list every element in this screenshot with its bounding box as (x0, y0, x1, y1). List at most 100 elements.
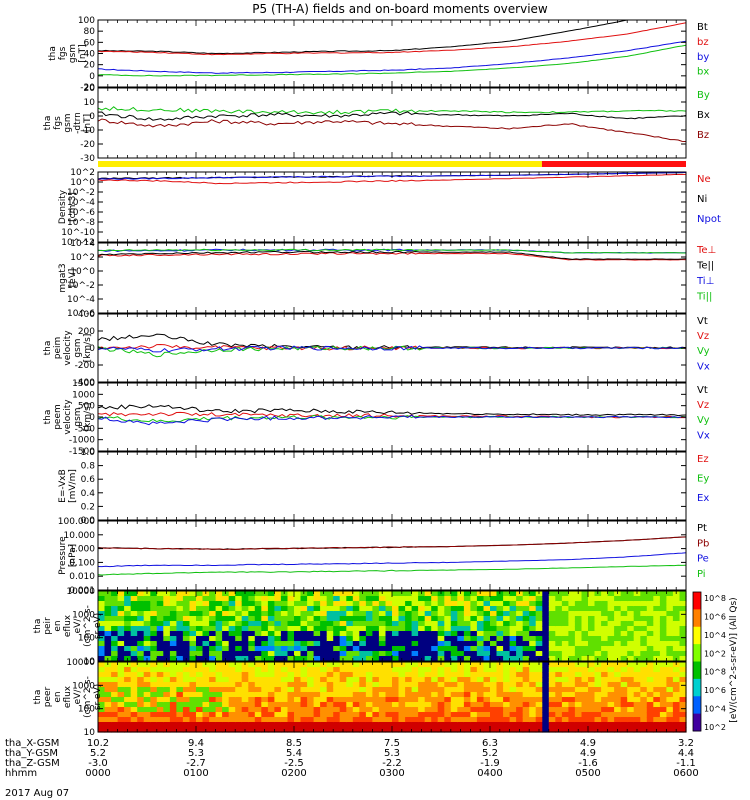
heatmap-cell (280, 682, 288, 688)
heatmap-cell (679, 646, 687, 652)
heatmap-cell (182, 641, 190, 647)
heatmap-cell (490, 596, 498, 602)
heatmap-cell (509, 621, 517, 627)
heatmap-cell (588, 596, 596, 602)
heatmap-cell (568, 641, 576, 647)
heatmap-cell (313, 697, 321, 703)
heatmap-cell (594, 672, 602, 678)
heatmap-cell (372, 707, 380, 713)
heatmap-cell (496, 636, 504, 642)
xaxis-value: -2.7 (186, 758, 206, 769)
heatmap-cell (287, 702, 295, 708)
heatmap-cell (516, 697, 524, 703)
y-tick-label: -20 (80, 83, 95, 93)
heatmap-cell (228, 727, 236, 733)
heatmap-cell (411, 591, 419, 597)
legend-Pi: Pi (697, 569, 706, 580)
heatmap-cell (548, 687, 556, 693)
heatmap-cell (352, 727, 360, 733)
heatmap-cell (574, 712, 582, 718)
heatmap-cell (228, 611, 236, 617)
heatmap-cell (182, 626, 190, 632)
heatmap-cell (378, 636, 386, 642)
heatmap-cell (594, 621, 602, 627)
heatmap-cell (307, 621, 315, 627)
heatmap-cell (143, 651, 151, 657)
heatmap-cell (418, 672, 426, 678)
heatmap-cell (614, 626, 622, 632)
heatmap-cell (529, 682, 537, 688)
heatmap-cell (640, 702, 648, 708)
heatmap-cell (457, 687, 465, 693)
heatmap-cell (280, 667, 288, 673)
heatmap-cell (548, 662, 556, 668)
heatmap-cell (346, 651, 354, 657)
heatmap-cell (476, 677, 484, 683)
y-tick-label: 400 (78, 310, 95, 320)
heatmap-cell (143, 601, 151, 607)
heatmap-cell (228, 626, 236, 632)
colorbar-segment (693, 644, 701, 662)
heatmap-cell (588, 687, 596, 693)
y-axis-label: tha (43, 116, 53, 131)
heatmap-cell (431, 636, 439, 642)
heatmap-cell (627, 606, 635, 612)
heatmap-cell (529, 626, 537, 632)
heatmap-cell (352, 611, 360, 617)
heatmap-cell (326, 656, 334, 662)
heatmap-cell (496, 621, 504, 627)
heatmap-cell (261, 707, 269, 713)
heatmap-cell (601, 717, 609, 723)
heatmap-cell (228, 606, 236, 612)
heatmap-cell (313, 606, 321, 612)
y-tick-label: 0.001 (69, 586, 95, 596)
heatmap-cell (124, 611, 132, 617)
heatmap-cell (385, 616, 393, 622)
heatmap-cell (333, 692, 341, 698)
heatmap-cell (378, 601, 386, 607)
heatmap-cell (646, 722, 654, 728)
heatmap-cell (568, 712, 576, 718)
heatmap-cell (267, 677, 275, 683)
y-tick-label: 1000 (72, 390, 95, 400)
heatmap-cell (646, 672, 654, 678)
heatmap-cell (424, 727, 432, 733)
heatmap-cell (581, 662, 589, 668)
heatmap-cell (672, 596, 680, 602)
y-tick-label: 500 (78, 402, 95, 412)
heatmap-cell (444, 697, 452, 703)
heatmap-cell (535, 621, 543, 627)
heatmap-cell (627, 712, 635, 718)
xaxis-value: -1.6 (578, 758, 598, 769)
heatmap-cell (653, 636, 661, 642)
heatmap-cell (561, 687, 569, 693)
heatmap-cell (313, 712, 321, 718)
heatmap-cell (169, 707, 177, 713)
heatmap-cell (542, 727, 550, 733)
heatmap-cell (679, 656, 687, 662)
heatmap-cell (535, 616, 543, 622)
heatmap-cell (326, 662, 334, 668)
heatmap-cell (98, 692, 106, 698)
y-tick-label: -1000 (69, 436, 95, 446)
heatmap-cell (509, 611, 517, 617)
heatmap-cell (267, 717, 275, 723)
heatmap-cell (196, 697, 204, 703)
heatmap-cell (372, 702, 380, 708)
heatmap-cell (463, 687, 471, 693)
heatmap-cell (398, 697, 406, 703)
heatmap-cell (659, 646, 667, 652)
heatmap-cell (339, 631, 347, 637)
heatmap-cell (294, 591, 302, 597)
heatmap-cell (98, 611, 106, 617)
mode-bar (98, 161, 686, 167)
heatmap-cell (594, 601, 602, 607)
heatmap-cell (411, 601, 419, 607)
heatmap-cell (235, 702, 243, 708)
heatmap-cell (248, 601, 256, 607)
heatmap-cell (176, 682, 184, 688)
heatmap-cell (503, 697, 511, 703)
colorbar-segment (693, 609, 701, 628)
heatmap-cell (254, 707, 262, 713)
heatmap-cell (646, 616, 654, 622)
